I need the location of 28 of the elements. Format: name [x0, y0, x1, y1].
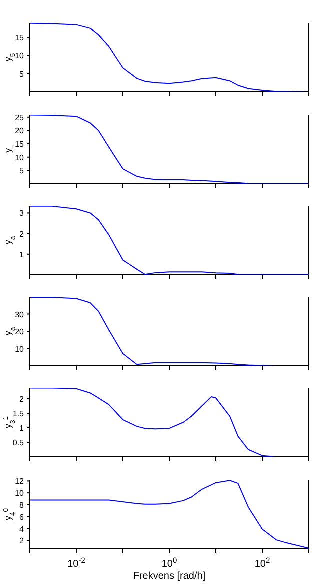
x-tick-label: 10$^{0}$	[162, 556, 178, 570]
y-tick-label: 4	[20, 524, 25, 534]
y-tick-label: 0.5	[12, 438, 25, 448]
y-tick-label: 10	[15, 52, 25, 61]
x-tick-label: 10$^{-2}$	[68, 556, 86, 570]
y-tick-label: 1.5	[12, 410, 25, 419]
y-tick-label: 2	[20, 230, 25, 239]
y-tick-label: 2	[20, 536, 25, 546]
y-tick-label: 10	[15, 153, 25, 162]
y-tick-label: 20	[15, 126, 25, 136]
y-tick-label: 30	[15, 310, 25, 320]
y-tick-label: 20	[15, 328, 25, 336]
y-tick-label: 1	[20, 250, 25, 260]
x-tick-label: 10$^{2}$	[254, 556, 270, 570]
y-tick-label: 2	[20, 395, 25, 404]
y-tick-label: 10	[15, 489, 25, 498]
y-tick-label: 5	[20, 70, 25, 79]
y-tick-label: 12	[15, 477, 25, 486]
y-tick-label: 6	[20, 512, 25, 522]
y-tick-label: 25	[15, 113, 25, 122]
x-axis-title: Frekvens [rad/h]	[133, 571, 206, 582]
y-tick-label: 8	[20, 500, 25, 510]
y-tick-label: 15	[15, 34, 25, 43]
y-tick-label: 1	[20, 424, 25, 434]
y-tick-label: 10	[15, 344, 25, 354]
y-tick-label: 15	[15, 140, 25, 150]
y-tick-label: 5	[20, 166, 25, 176]
y-tick-label: 3	[20, 209, 25, 218]
